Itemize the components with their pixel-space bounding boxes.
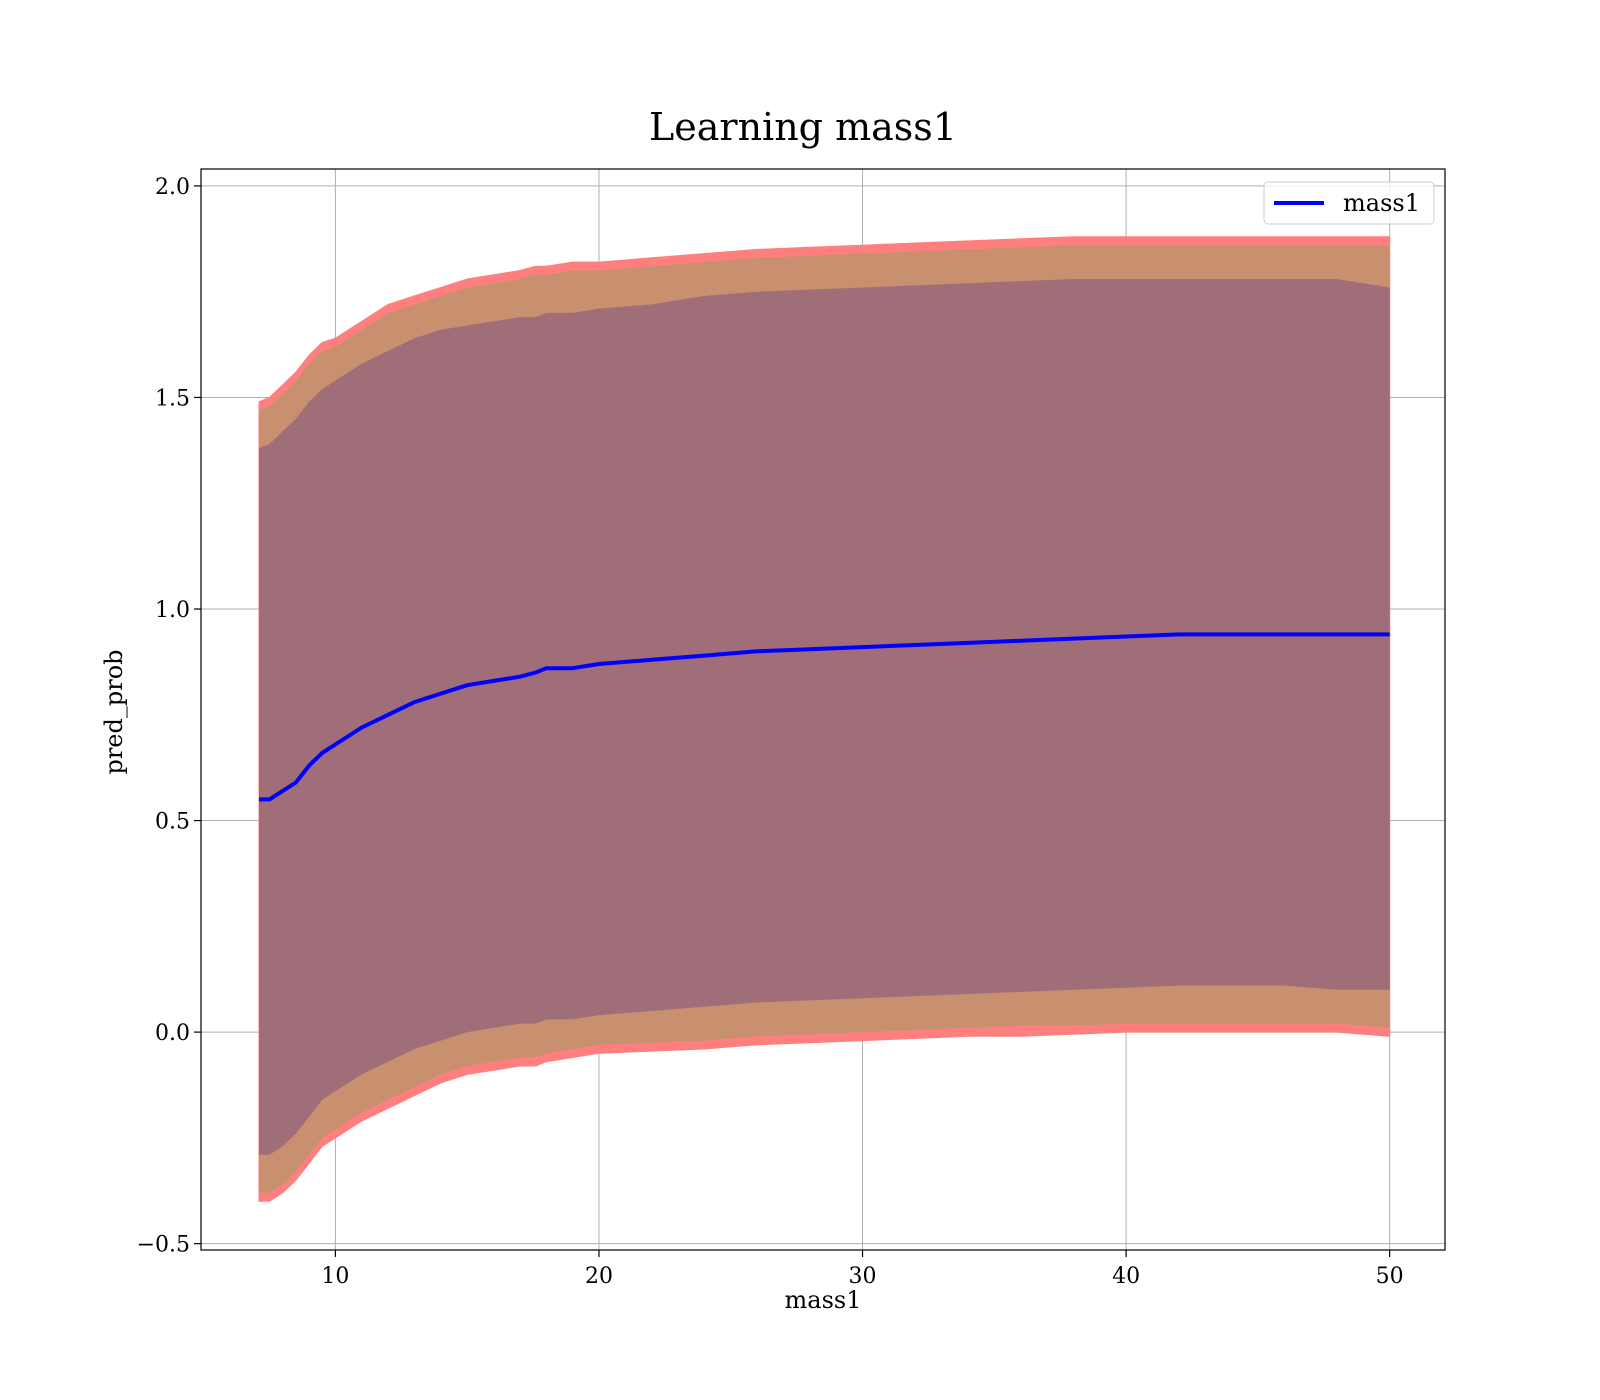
series-line-mass1 bbox=[259, 632, 1390, 802]
y-tick-label: 0.5 bbox=[155, 810, 190, 835]
x-axis-label: mass1 bbox=[785, 1286, 862, 1314]
plot-frame bbox=[200, 168, 1446, 1251]
x-tick-label: 20 bbox=[585, 1264, 613, 1289]
band-inner bbox=[259, 279, 1390, 1155]
series-lines bbox=[259, 632, 1390, 802]
y-tick-label: −0.5 bbox=[137, 1233, 190, 1258]
bands bbox=[258, 236, 1391, 1202]
y-axis-ticks: −0.5 0.0 0.5 1.0 1.5 2.0 bbox=[137, 175, 201, 1258]
x-axis-ticks: 10 20 30 40 50 bbox=[321, 1250, 1404, 1289]
y-tick-label: 0.0 bbox=[155, 1021, 190, 1046]
legend: mass1 bbox=[1263, 181, 1435, 225]
y-tick-label: 2.0 bbox=[155, 175, 190, 200]
x-tick-label: 30 bbox=[849, 1264, 877, 1289]
y-tick-label: 1.0 bbox=[155, 598, 190, 623]
x-tick-label: 50 bbox=[1376, 1264, 1404, 1289]
x-tick-label: 40 bbox=[1112, 1264, 1140, 1289]
legend-box bbox=[1263, 181, 1435, 225]
y-tick-label: 1.5 bbox=[155, 386, 190, 411]
x-tick-label: 10 bbox=[321, 1264, 349, 1289]
chart-title: Learning mass1 bbox=[649, 105, 957, 149]
legend-label-mass1: mass1 bbox=[1343, 189, 1420, 217]
y-axis-label: pred_prob bbox=[100, 649, 128, 774]
